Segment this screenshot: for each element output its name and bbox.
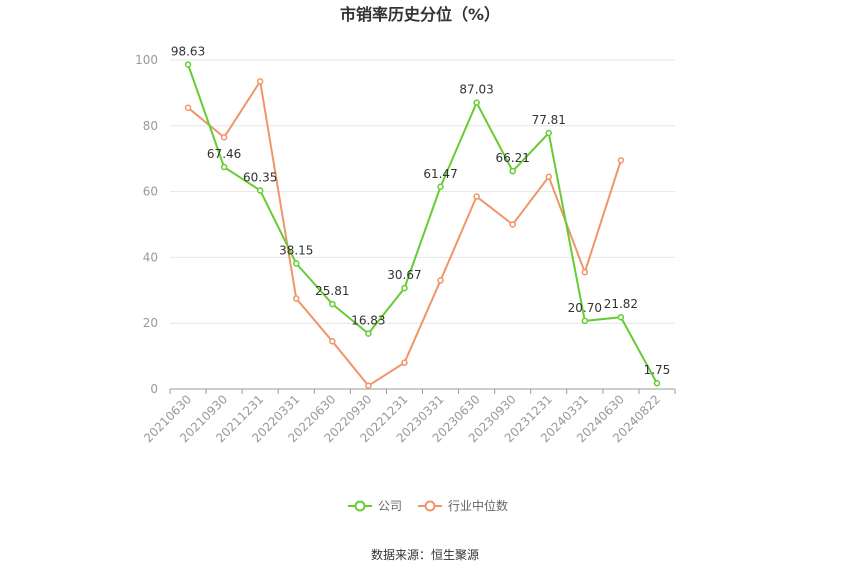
data-point[interactable] [617,313,625,321]
data-point[interactable] [473,193,480,200]
data-point[interactable] [256,187,264,194]
data-point[interactable] [653,379,661,387]
data-point[interactable] [256,78,264,85]
data-point[interactable] [509,221,516,228]
data-label: 77.81 [532,113,566,127]
chart-title: 市销率历史分位（%） [340,5,500,24]
legend-marker [354,500,366,512]
data-point[interactable] [220,134,228,141]
data-point[interactable] [509,167,516,175]
legend-marker [424,500,436,512]
data-point[interactable] [617,157,625,164]
data-point[interactable] [401,359,408,366]
data-point[interactable] [581,268,589,276]
data-point[interactable] [401,284,408,292]
series-layer [184,61,661,389]
data-point[interactable] [329,338,336,345]
legend[interactable]: 公司 行业中位数 [348,498,508,513]
legend-item-company[interactable]: 公司 [348,499,402,513]
data-label: 21.82 [604,297,638,311]
data-point[interactable] [365,382,372,389]
legend-label: 行业中位数 [448,498,508,513]
axes: 0204060801002021063020210930202112312022… [135,53,676,445]
data-label: 30.67 [387,268,421,282]
data-label: 1.75 [644,363,671,377]
data-label: 61.47 [423,167,457,181]
y-tick-label: 80 [143,119,158,133]
series-line-company [187,64,658,384]
legend-item-industry[interactable]: 行业中位数 [418,498,508,513]
y-tick-label: 40 [143,250,158,264]
data-label: 67.46 [207,147,241,161]
data-point[interactable] [220,163,228,171]
data-point[interactable] [365,330,372,337]
source-note: 数据来源：恒生聚源 [371,547,479,562]
data-point[interactable] [293,260,300,267]
series-line-industry [187,78,622,388]
data-point[interactable] [437,183,444,191]
data-point[interactable] [545,173,552,181]
data-label: 87.03 [459,83,493,97]
y-tick-label: 0 [150,382,158,396]
y-tick-label: 60 [143,185,158,199]
data-label: 98.63 [171,45,205,59]
data-point[interactable] [329,300,336,308]
data-point[interactable] [581,317,589,325]
grid-lines [170,59,675,324]
data-point[interactable] [184,61,192,68]
y-tick-label: 100 [135,53,158,67]
data-point[interactable] [184,104,192,111]
data-label: 66.21 [495,151,529,165]
data-point[interactable] [545,129,552,137]
data-point[interactable] [473,99,480,106]
data-point[interactable] [437,277,444,284]
data-label: 25.81 [315,284,349,298]
data-label: 16.83 [351,314,385,328]
data-point[interactable] [293,295,300,302]
data-label: 60.35 [243,170,277,184]
y-tick-label: 20 [143,316,158,330]
data-label: 38.15 [279,243,313,257]
data-label: 20.70 [568,301,602,315]
legend-label: 公司 [378,499,402,513]
